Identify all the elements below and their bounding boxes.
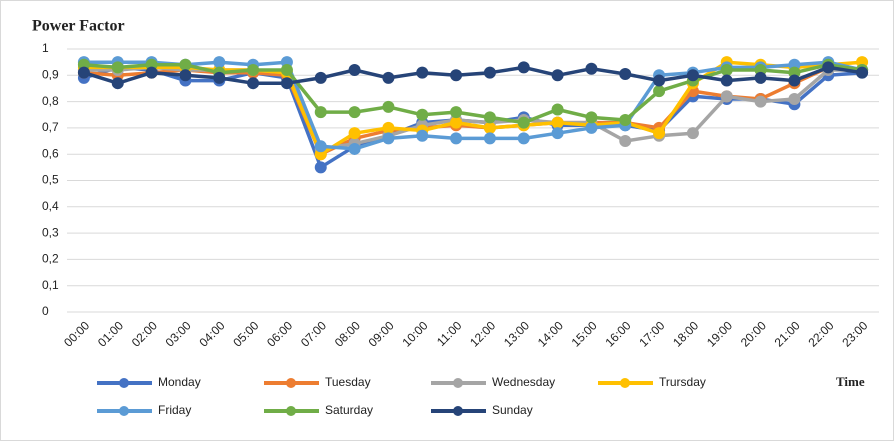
marker bbox=[348, 64, 361, 77]
marker bbox=[111, 77, 124, 90]
marker bbox=[382, 71, 395, 84]
marker bbox=[585, 111, 598, 124]
y-tick-label: 0,3 bbox=[42, 225, 59, 239]
marker bbox=[416, 66, 429, 79]
marker bbox=[416, 129, 429, 142]
marker bbox=[213, 71, 226, 84]
marker bbox=[382, 121, 395, 134]
marker bbox=[280, 64, 293, 77]
marker bbox=[483, 132, 496, 145]
legend-marker bbox=[286, 378, 296, 388]
y-tick-label: 0,9 bbox=[42, 67, 59, 81]
marker bbox=[822, 61, 835, 74]
series bbox=[77, 58, 869, 129]
chart-title: Power Factor bbox=[32, 18, 125, 35]
y-tick-label: 0,5 bbox=[42, 173, 59, 187]
marker bbox=[382, 100, 395, 113]
marker bbox=[585, 62, 598, 75]
legend-label: Wednesday bbox=[492, 375, 555, 389]
marker bbox=[483, 121, 496, 134]
y-tick-label: 1 bbox=[42, 41, 49, 55]
marker bbox=[314, 106, 327, 119]
marker bbox=[754, 71, 767, 84]
marker bbox=[348, 106, 361, 119]
marker bbox=[483, 66, 496, 79]
marker bbox=[585, 121, 598, 134]
marker bbox=[551, 69, 564, 82]
y-tick-label: 0,2 bbox=[42, 252, 59, 266]
marker bbox=[619, 135, 632, 148]
y-tick-label: 0,1 bbox=[42, 278, 59, 292]
marker bbox=[450, 116, 463, 129]
marker bbox=[686, 127, 699, 140]
marker bbox=[280, 77, 293, 90]
marker bbox=[517, 61, 530, 74]
y-tick-label: 0,8 bbox=[42, 94, 59, 108]
legend-marker bbox=[286, 406, 296, 416]
marker bbox=[77, 66, 90, 79]
marker bbox=[450, 132, 463, 145]
marker bbox=[653, 127, 666, 140]
marker bbox=[551, 103, 564, 116]
marker bbox=[247, 77, 260, 90]
marker bbox=[314, 140, 327, 153]
marker bbox=[111, 61, 124, 74]
legend-marker bbox=[620, 378, 630, 388]
marker bbox=[179, 58, 192, 71]
marker bbox=[517, 132, 530, 145]
marker bbox=[720, 64, 733, 77]
marker bbox=[856, 66, 869, 79]
y-tick-label: 0,6 bbox=[42, 146, 59, 160]
legend-label: Tuesday bbox=[325, 375, 371, 389]
legend-marker bbox=[119, 378, 129, 388]
legend-label: Monday bbox=[158, 375, 201, 389]
marker bbox=[314, 161, 327, 174]
marker bbox=[179, 69, 192, 82]
marker bbox=[247, 64, 260, 77]
marker bbox=[551, 127, 564, 140]
marker bbox=[450, 69, 463, 82]
marker bbox=[754, 95, 767, 108]
y-tick-label: 0 bbox=[42, 304, 49, 318]
legend-label: Trursday bbox=[659, 375, 706, 389]
marker bbox=[483, 111, 496, 124]
marker bbox=[314, 71, 327, 84]
legend-label: Saturday bbox=[325, 403, 373, 417]
marker bbox=[686, 69, 699, 82]
marker bbox=[653, 85, 666, 98]
marker bbox=[653, 74, 666, 87]
marker bbox=[619, 67, 632, 80]
marker bbox=[788, 92, 801, 105]
y-tick-label: 0,7 bbox=[42, 120, 59, 134]
marker bbox=[348, 127, 361, 140]
marker bbox=[382, 132, 395, 145]
legend-label: Friday bbox=[158, 403, 191, 417]
marker bbox=[551, 116, 564, 129]
marker bbox=[348, 142, 361, 155]
marker bbox=[720, 90, 733, 103]
legend-marker bbox=[453, 406, 463, 416]
marker bbox=[416, 108, 429, 121]
legend-marker bbox=[119, 406, 129, 416]
marker bbox=[619, 114, 632, 127]
legend-marker bbox=[453, 378, 463, 388]
marker bbox=[213, 56, 226, 69]
series bbox=[77, 61, 869, 90]
marker bbox=[450, 106, 463, 119]
marker bbox=[720, 74, 733, 87]
marker bbox=[145, 66, 158, 79]
x-axis-label: Time bbox=[836, 374, 865, 389]
legend-label: Sunday bbox=[492, 403, 533, 417]
y-tick-label: 0,4 bbox=[42, 199, 59, 213]
marker bbox=[517, 116, 530, 129]
marker bbox=[788, 74, 801, 87]
